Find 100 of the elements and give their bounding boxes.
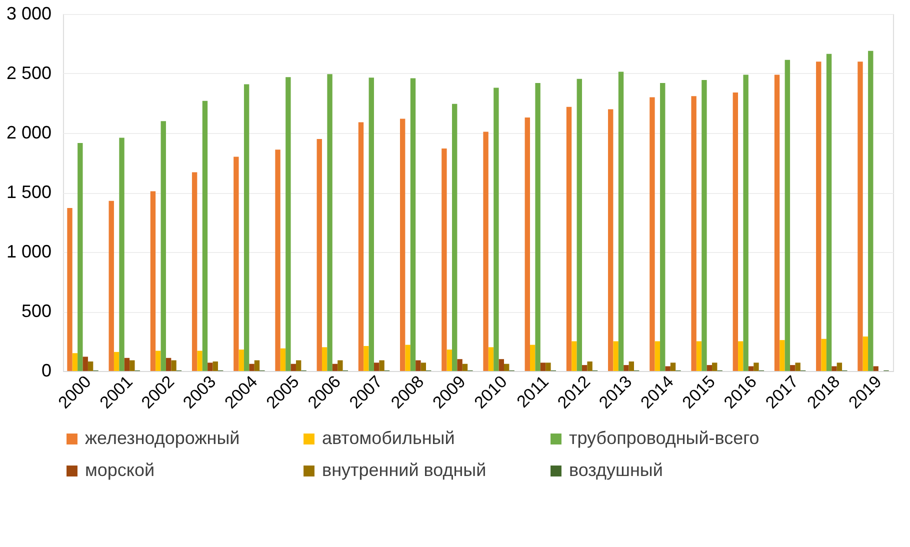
bar: [572, 341, 577, 371]
y-tick-label: 1 000: [6, 242, 52, 262]
bar: [338, 360, 343, 371]
bar: [192, 172, 198, 371]
bar: [795, 362, 800, 371]
bar: [286, 77, 291, 371]
bar: [873, 366, 878, 371]
bar: [748, 366, 754, 371]
bar: [78, 142, 83, 371]
bar: [254, 360, 260, 371]
bar: [738, 341, 744, 371]
bar: [836, 362, 842, 371]
bar: [732, 92, 738, 371]
bar: [244, 84, 250, 371]
bar: [124, 358, 130, 371]
bar: [208, 362, 213, 371]
bar: [249, 364, 254, 371]
legend-label: железнодорожный: [85, 428, 240, 448]
bar: [156, 350, 161, 371]
bar: [280, 348, 286, 371]
bar: [442, 148, 447, 371]
bar: [774, 74, 780, 371]
bar: [171, 360, 176, 371]
bar: [72, 353, 78, 371]
bar: [743, 74, 748, 371]
bar: [82, 356, 88, 371]
bar: [790, 365, 796, 371]
legend-label: морской: [85, 460, 155, 480]
bar: [816, 62, 822, 371]
bar: [108, 200, 114, 371]
bar: [530, 344, 536, 371]
bar: [119, 138, 124, 371]
bar: [166, 358, 172, 371]
bar: [234, 156, 239, 371]
bar: [275, 150, 280, 371]
bar: [696, 341, 702, 371]
bar: [488, 347, 494, 371]
legend-label: автомобильный: [322, 428, 455, 448]
bar: [784, 60, 790, 371]
bar: [524, 118, 530, 371]
bar: [654, 341, 660, 371]
bar: [504, 364, 510, 371]
bar: [712, 362, 718, 371]
bar: [780, 340, 785, 371]
bar: [364, 346, 369, 371]
legend-label: трубопроводный-всего: [569, 428, 760, 448]
bar: [665, 366, 670, 371]
bar: [197, 350, 202, 371]
bar: [702, 80, 707, 371]
bar: [202, 100, 208, 371]
bar: [494, 88, 499, 371]
bar: [420, 362, 426, 371]
legend-label: внутренний водный: [322, 460, 486, 480]
bar: [670, 362, 676, 371]
y-tick-label: 2 500: [6, 63, 52, 83]
bar: [706, 365, 712, 371]
legend-label: воздушный: [569, 460, 663, 480]
bar: [160, 121, 166, 371]
bar: [452, 104, 458, 371]
bar: [416, 360, 421, 371]
y-tick-label: 500: [21, 301, 52, 321]
bar: [238, 350, 244, 371]
bar: [628, 361, 634, 371]
bar: [535, 83, 540, 371]
bar: [821, 338, 826, 371]
bar: [88, 361, 94, 371]
bar: [540, 362, 546, 371]
y-tick-label: 2 000: [6, 122, 52, 142]
bar: [374, 362, 380, 371]
bar: [67, 208, 72, 371]
bar: [332, 364, 338, 371]
bar: [858, 62, 863, 371]
bar: [546, 362, 551, 371]
bar: [327, 74, 332, 371]
bar: [618, 72, 624, 371]
bar: [114, 352, 120, 371]
bar: [613, 341, 618, 371]
bar: [410, 78, 416, 371]
bar: [316, 138, 322, 371]
bar: [754, 362, 759, 371]
bar: [130, 360, 135, 371]
bar: [650, 97, 655, 371]
bar: [498, 359, 504, 371]
bar: [379, 360, 384, 371]
bar: [358, 122, 364, 371]
bar: [368, 78, 374, 371]
y-tick-label: 1 500: [6, 182, 52, 202]
bar: [446, 350, 452, 371]
bar: [566, 106, 572, 371]
bar: [483, 132, 488, 371]
bar: [691, 96, 696, 371]
bar: [400, 118, 406, 371]
bar: [832, 366, 837, 371]
y-tick-label: 0: [41, 360, 52, 380]
bar: [826, 54, 832, 371]
bar: [462, 364, 468, 371]
bar: [582, 365, 588, 371]
bar: [296, 360, 302, 371]
bar: [457, 359, 462, 371]
bar: [608, 109, 614, 371]
